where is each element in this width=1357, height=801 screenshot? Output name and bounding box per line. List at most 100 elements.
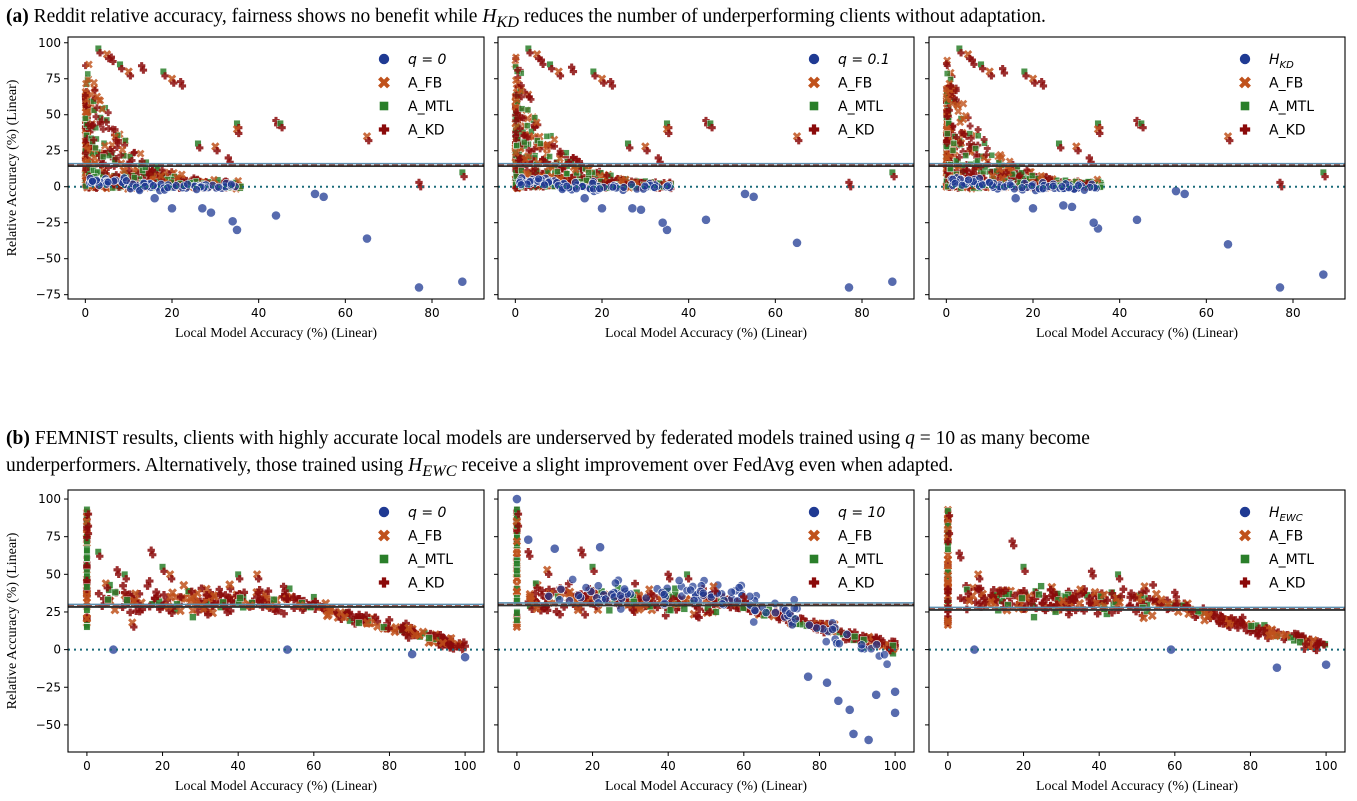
scatter-point — [957, 554, 965, 562]
outlier-point — [848, 729, 859, 739]
scatter-point — [83, 623, 91, 631]
legend: HKD A_FB A_MTL A_KD — [1239, 52, 1314, 139]
scatter-point — [122, 176, 131, 185]
scatter-point — [944, 545, 952, 553]
x-tick-label: 20 — [1025, 306, 1040, 320]
scatter-point — [945, 511, 954, 520]
scatter-point — [83, 156, 92, 165]
y-tick-label: 75 — [46, 72, 61, 86]
scatter-point — [1096, 129, 1104, 138]
scatter-point — [555, 595, 565, 605]
x-tick-label: 40 — [1112, 306, 1127, 320]
scatter-point — [970, 60, 978, 69]
plot-frame — [497, 36, 915, 300]
y-tick-label: −75 — [36, 288, 61, 302]
scatter-point — [804, 620, 814, 630]
x-axis-label: Local Model Accuracy (%) (Linear) — [1036, 326, 1238, 341]
x-tick-label: 80 — [1285, 306, 1300, 320]
scatter-point — [543, 140, 552, 149]
scatter-point — [512, 622, 522, 632]
legend-label: A_MTL — [1269, 99, 1314, 115]
scatter-point — [556, 610, 564, 619]
scatter-point — [659, 590, 669, 600]
scatter-point — [514, 66, 522, 74]
scatter-point — [107, 53, 116, 61]
legend-item: A_FB — [1239, 76, 1303, 92]
scatter-point — [619, 183, 629, 192]
scatter-point — [949, 122, 957, 130]
scatter-point — [171, 181, 181, 190]
scatter-point — [526, 49, 534, 57]
scatter-point — [574, 590, 584, 600]
scatter-point — [187, 587, 196, 596]
outlier-point — [803, 671, 814, 682]
scatter-point — [973, 584, 982, 593]
legend-label: A_FB — [838, 76, 872, 92]
scatter-point — [1302, 640, 1310, 649]
scatter-point — [236, 594, 244, 602]
scatter-point — [1078, 590, 1086, 598]
scatter-points — [943, 505, 1331, 673]
scatter-point — [1139, 124, 1147, 132]
scatter-point — [88, 176, 97, 186]
scatter-point — [1027, 599, 1036, 608]
scatter-point — [666, 606, 675, 614]
scatter-point — [964, 590, 973, 598]
scatter-point — [603, 171, 611, 179]
scatter-point — [631, 579, 639, 588]
outlier-point — [597, 203, 607, 214]
legend-item: A_KD — [1239, 576, 1306, 592]
scatter-point — [821, 637, 831, 647]
scatter-point — [173, 173, 181, 182]
scatter-point — [581, 583, 591, 593]
y-tick-label: −50 — [36, 718, 61, 732]
scatter-point — [601, 594, 611, 604]
scatter-point — [513, 616, 521, 624]
outlier-point — [1272, 662, 1282, 673]
scatter-point — [956, 594, 965, 603]
scatter-point — [1016, 172, 1024, 180]
scatter-point — [554, 168, 561, 175]
legend-marker — [1239, 506, 1251, 518]
scatter-point — [90, 78, 98, 87]
scatter-point — [355, 619, 363, 627]
caption-b-math-q: q — [905, 428, 915, 449]
x-axis-label: Local Model Accuracy (%) (Linear) — [605, 326, 807, 341]
legend-marker — [1239, 53, 1251, 65]
legend-label: A_FB — [1269, 529, 1303, 545]
scatter-point — [980, 136, 988, 143]
scatter-point — [512, 587, 522, 596]
scatter-point — [1219, 619, 1228, 628]
scatter-point — [1115, 575, 1124, 583]
scatter-point — [1080, 185, 1089, 195]
scatter-point — [410, 630, 420, 640]
scatter-point — [281, 587, 289, 595]
scatter-point — [373, 622, 383, 631]
scatter-point — [943, 616, 953, 625]
legend-marker — [809, 101, 819, 111]
legend-label: A_KD — [408, 123, 445, 139]
scatter-point — [1035, 590, 1043, 599]
legend-marker — [378, 124, 390, 135]
outlier-point — [227, 216, 238, 227]
scatter-point — [573, 605, 583, 615]
scatter-point — [513, 142, 520, 149]
caption-a-math: H — [482, 6, 497, 27]
scatter-point — [973, 151, 981, 159]
scatter-point — [539, 60, 547, 69]
scatter-point — [790, 614, 800, 624]
scatter-point — [882, 659, 892, 669]
scatter-point — [355, 610, 364, 619]
legend-item: A_MTL — [809, 552, 883, 568]
scatter-point — [145, 577, 154, 585]
scatter-point — [1296, 638, 1304, 646]
legend-marker — [1239, 529, 1251, 542]
scatter-point — [694, 613, 703, 622]
legend-marker — [1240, 101, 1250, 111]
scatter-point — [698, 588, 708, 598]
scatter-point — [126, 608, 135, 617]
legend-marker — [378, 76, 390, 89]
scatter-point — [544, 570, 553, 579]
scatter-point — [524, 122, 531, 129]
scatter-point — [620, 584, 630, 594]
